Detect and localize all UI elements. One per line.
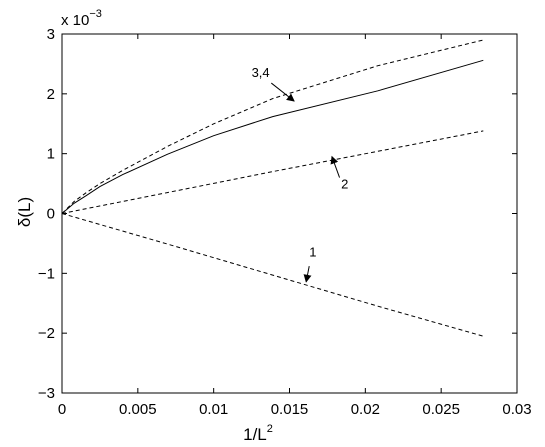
x-tick-label: 0.025 xyxy=(422,401,460,418)
y-tick-label: −1 xyxy=(38,265,55,282)
annotations: 3,4 2 1 xyxy=(252,65,348,283)
x-tick-label: 0 xyxy=(58,401,66,418)
annotation-arrow xyxy=(330,155,341,178)
annotation-arrow xyxy=(303,266,312,283)
y-multiplier-exponent: −3 xyxy=(89,8,102,20)
y-axis-label: δ(L) xyxy=(15,197,34,227)
x-tick-label: 0.02 xyxy=(351,401,380,418)
x-axis-label-base: 1/L xyxy=(243,425,267,444)
y-multiplier-base: x 10 xyxy=(61,12,89,29)
x-tick-label: 0.03 xyxy=(502,401,531,418)
y-tick-label: 0 xyxy=(47,206,55,223)
y-tick-label: −3 xyxy=(38,385,55,402)
x-axis-label: 1/L2 xyxy=(243,423,273,444)
x-tick-label: 0.01 xyxy=(199,401,228,418)
axis-ticks: 0 0.005 0.01 0.015 0.02 0.025 0.03 −3 −2 −1 0 1 2 3 xyxy=(38,26,532,418)
x-axis-label-superscript: 2 xyxy=(267,423,273,435)
annotation-arrow xyxy=(270,82,295,102)
curve-3-line xyxy=(61,39,484,214)
curve-2-line xyxy=(61,130,484,214)
curve-annotation-label: 2 xyxy=(341,176,348,191)
curve-annotation-label: 1 xyxy=(309,245,316,260)
y-tick-label: 3 xyxy=(47,26,55,43)
curve-1-line xyxy=(61,213,484,337)
curve-annotation-label: 3,4 xyxy=(252,65,270,80)
y-axis-multiplier: x 10−3 xyxy=(61,8,102,29)
x-tick-label: 0.005 xyxy=(119,401,157,418)
y-tick-label: 2 xyxy=(47,86,55,103)
y-tick-label: 1 xyxy=(47,146,55,163)
x-tick-label: 0.015 xyxy=(271,401,309,418)
data-curves xyxy=(61,39,484,337)
curve-4-line xyxy=(61,59,484,214)
y-tick-label: −2 xyxy=(38,325,55,342)
